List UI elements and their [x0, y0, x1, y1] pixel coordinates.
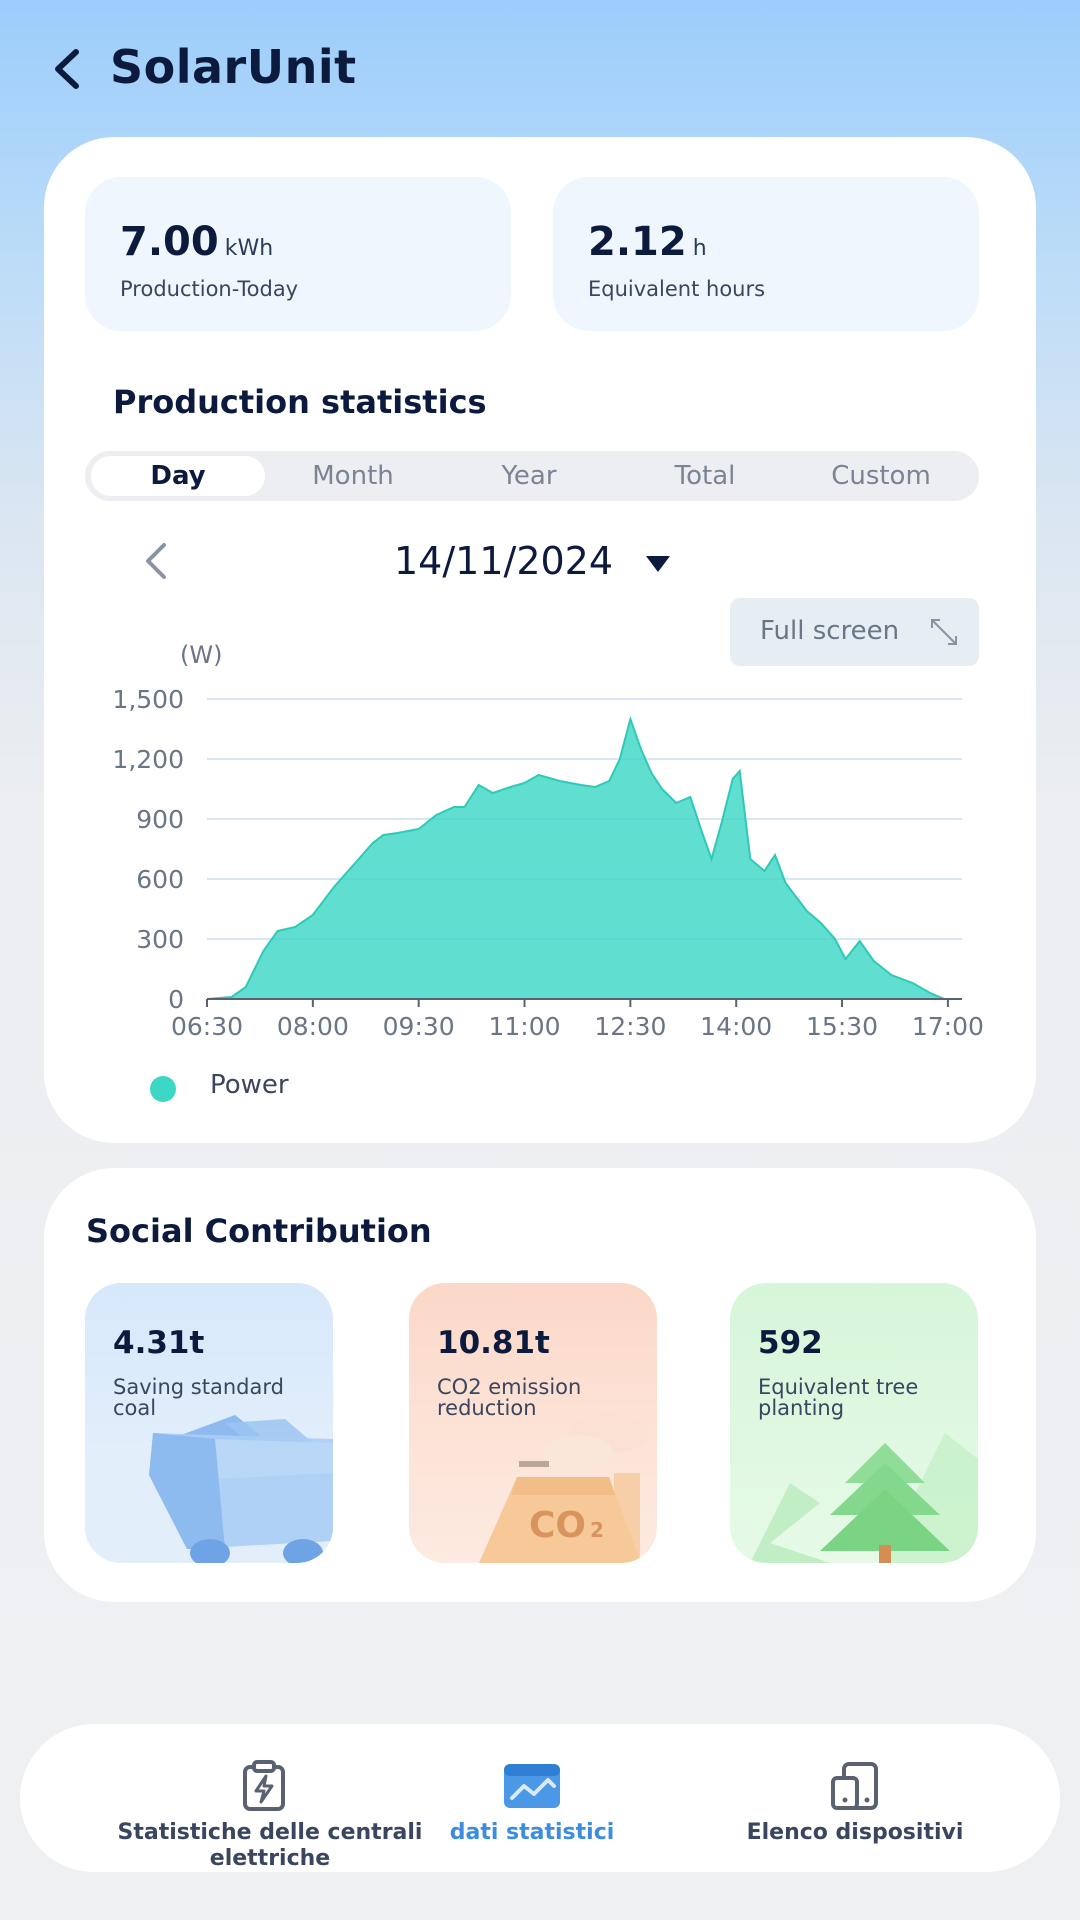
statistics-icon	[504, 1764, 560, 1808]
y-tick-label: 1,200	[112, 745, 184, 774]
series-line-power	[206, 715, 948, 1000]
x-tick-label: 09:30	[383, 1012, 455, 1041]
nav-item-statistics[interactable]: dati statistici	[432, 1724, 632, 1872]
fullscreen-label: Full screen	[760, 616, 900, 646]
x-tick-label: 12:30	[594, 1012, 666, 1041]
kpi-label: Equivalent hours	[588, 277, 766, 301]
production-card: 7.00 kWh Production-Today 2.12 h Equivalen…	[44, 137, 1036, 1143]
section-title-production: Production statistics	[113, 383, 487, 421]
x-tick-label: 06:30	[171, 1012, 243, 1041]
page-title: SolarUnit	[110, 40, 357, 94]
production-today-kpi: 7.00 kWh Production-Today	[85, 177, 511, 331]
tab-year[interactable]: Year	[501, 461, 557, 491]
social-contribution-card: Social Contribution 4.31t Saving standar…	[44, 1168, 1036, 1602]
x-tick-label: 17:00	[912, 1012, 984, 1041]
y-tick-label: 300	[136, 925, 184, 954]
y-tick-label: 0	[168, 985, 184, 1014]
power-chart: (W) 0 300 600 900 1,200 1,500 06:30 08:00 09:30 11…	[112, 641, 984, 1041]
date-picker-value[interactable]: 14/11/2024	[394, 539, 614, 583]
app-header: SolarUnit	[0, 0, 1080, 140]
kpi-label: Production-Today	[120, 277, 299, 301]
coal-saving-value: 4.31t	[113, 1325, 205, 1361]
series-area-power	[207, 719, 948, 999]
back-arrow-icon[interactable]	[44, 44, 94, 94]
x-tick-label: 14:00	[700, 1012, 772, 1041]
co2-reduction-tile: 10.81t CO2 emission reduction CO 2	[409, 1283, 657, 1563]
nav-item-devices[interactable]: Elenco dispositivi	[710, 1724, 1000, 1872]
tree-icon	[750, 1433, 978, 1563]
nav-label-devices: Elenco dispositivi	[746, 1820, 964, 1845]
y-axis-label: (W)	[180, 641, 222, 669]
x-tick-label: 11:00	[488, 1012, 560, 1041]
caret-down-icon[interactable]	[644, 553, 672, 575]
section-title-social: Social Contribution	[86, 1212, 432, 1250]
tree-planting-value: 592	[758, 1325, 823, 1361]
x-tick-label: 15:30	[806, 1012, 878, 1041]
chevron-left-icon[interactable]	[136, 539, 180, 583]
x-tick-label: 08:00	[277, 1012, 349, 1041]
equivalent-hours-kpi: 2.12 h Equivalent hours	[553, 177, 979, 331]
coal-saving-label: Saving standard coal	[113, 1375, 284, 1420]
co2-reduction-value: 10.81t	[437, 1325, 550, 1361]
kpi-value: 2.12 h	[588, 219, 707, 265]
power-plant-icon	[243, 1760, 285, 1811]
tab-month[interactable]: Month	[312, 461, 394, 491]
tree-planting-tile: 592 Equivalent tree planting	[730, 1283, 978, 1563]
y-tick-label: 600	[136, 865, 184, 894]
date-selector: 14/11/2024	[44, 527, 1036, 597]
legend-dot-power	[150, 1076, 176, 1102]
tab-day[interactable]: Day	[91, 456, 265, 496]
nav-label-statistics: dati statistici	[449, 1820, 615, 1845]
co2-factory-icon	[479, 1413, 649, 1563]
fullscreen-button[interactable]: Full screen	[730, 598, 979, 666]
period-tabs: Day Month Year Total Custom	[85, 451, 979, 501]
tab-total[interactable]: Total	[674, 461, 736, 491]
bottom-nav: Statistiche delle centrali elettriche da…	[20, 1724, 1060, 1872]
tree-planting-label: Equivalent tree planting	[758, 1375, 919, 1420]
kpi-unit: kWh	[224, 236, 274, 261]
coal-saving-tile: 4.31t Saving standard coal	[85, 1283, 333, 1563]
coal-cart-icon	[85, 1415, 333, 1563]
co2-symbol-text: CO 2	[529, 1505, 604, 1546]
kpi-unit: h	[692, 236, 707, 261]
nav-item-power-plants[interactable]: Statistiche delle centrali elettriche	[90, 1724, 450, 1872]
nav-label-power-plants: Statistiche delle centrali elettriche	[117, 1820, 423, 1871]
tab-custom[interactable]: Custom	[831, 461, 931, 491]
legend-label-power: Power	[210, 1070, 289, 1100]
expand-icon	[931, 619, 957, 645]
kpi-value: 7.00 kWh	[120, 219, 274, 265]
y-tick-label: 900	[136, 805, 184, 834]
co2-reduction-label: CO2 emission reduction	[437, 1375, 582, 1420]
y-tick-label: 1,500	[112, 685, 184, 714]
devices-icon	[831, 1762, 878, 1810]
